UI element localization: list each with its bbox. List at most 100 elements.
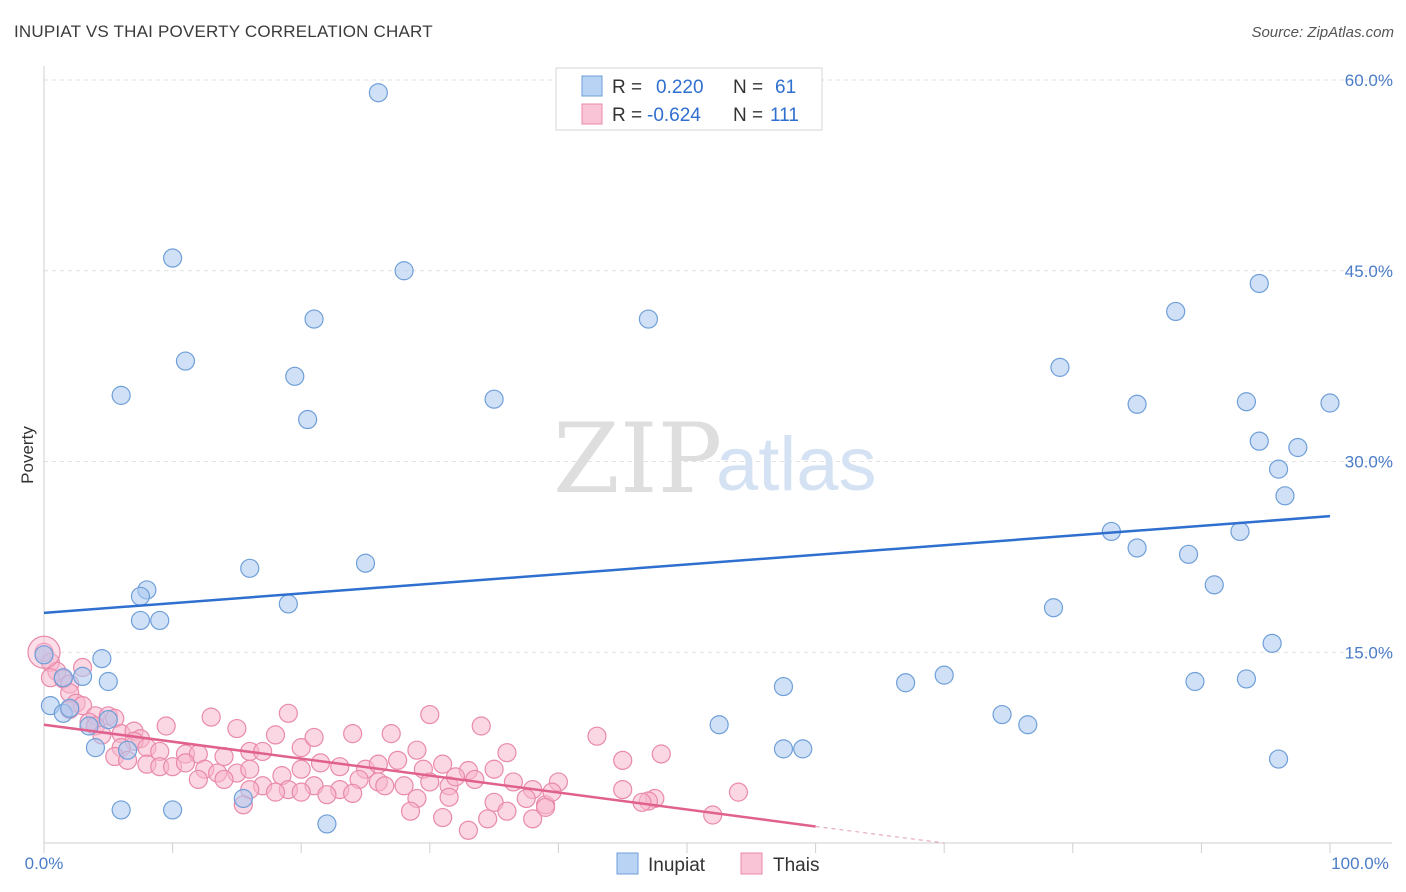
inupiat-point-9 [111,385,131,405]
y-tick-label-1: 30.0% [1345,453,1393,472]
y-tick-label-3: 60.0% [1345,71,1393,90]
inupiat-point-38 [98,671,118,692]
inupiat-point-44 [85,738,106,758]
x-ticks [43,843,1331,853]
thais-point-21 [227,718,247,739]
inupiat-point-47 [896,673,916,693]
legend-swatch-thais [581,103,603,125]
inupiat-point-60 [317,814,337,834]
watermark: ZIP atlas [553,403,877,515]
inupiat-point-15 [1320,393,1340,413]
thais-point-20 [201,707,221,727]
thais-point-77 [465,769,485,790]
inupiat-point-55 [793,739,813,759]
watermark-atlas: atlas [716,422,877,507]
inupiat-point-13 [1127,394,1147,414]
thais-point-24 [471,716,491,736]
inupiat-point-45 [117,740,138,760]
inupiat-point-27 [240,558,260,578]
inupiat-point-46 [773,676,794,697]
thais-point-103 [703,805,723,825]
thais-point-93 [613,779,633,800]
inupiat-point-48 [934,665,954,685]
inupiat-point-31 [278,594,298,614]
thais-point-22 [278,703,298,723]
legend-n-label-thais: N = [733,105,763,126]
thais-point-100 [433,807,453,828]
axes [43,66,1392,844]
x-tick-label-min: 0.0% [25,854,64,873]
source-label: Source: ZipAtlas.com [1251,24,1394,41]
thais-point-82 [265,782,286,802]
thais-trend-line [43,723,816,828]
thais-point-54 [291,759,311,779]
legend-n-value-thais: 111 [770,105,799,126]
inupiat-point-58 [163,800,183,820]
inupiat-point-52 [1018,715,1038,735]
thais-point-106 [535,797,556,817]
y-tick-label-2: 45.0% [1345,262,1393,281]
thais-trend-extension [815,825,945,844]
inupiat-point-42 [98,710,118,730]
thais-point-86 [375,776,395,796]
chart-title: INUPIAT VS THAI POVERTY CORRELATION CHAR… [14,22,433,41]
inupiat-point-24 [1204,575,1224,595]
legend-r-value-inupiat: 0.220 [656,77,704,98]
thais-point-35 [291,738,311,758]
thais-point-40 [497,743,517,763]
inupiat-trend-line [43,514,1331,615]
inupiat-point-5 [1166,301,1186,322]
inupiat-point-6 [1249,273,1269,294]
inupiat-point-18 [1268,459,1289,479]
inupiat-point-37 [72,666,93,687]
thais-point-33 [253,741,273,762]
thais-point-38 [381,724,401,744]
inupiat-point-54 [773,739,794,759]
thais-point-59 [388,750,408,770]
thais-point-41 [587,726,607,746]
thais-point-23 [420,704,440,725]
thais-point-42 [651,744,671,764]
bottom-legend: Inupiat Thais [616,852,819,876]
y-tick-labels: 15.0% 30.0% 45.0% 60.0% [1345,71,1393,662]
inupiat-point-21 [1230,521,1250,542]
legend-n-label-inupiat: N = [733,77,763,98]
thais-point-104 [458,820,478,840]
thais-point-90 [516,788,536,809]
bottom-legend-swatch-inupiat [616,852,639,875]
x-tick-label-max: 100.0% [1331,854,1389,873]
thais-point-73 [394,776,414,796]
inupiat-point-0 [368,83,388,103]
thais-point-19 [156,716,176,736]
inupiat-point-59 [233,788,253,809]
inupiat-point-8 [285,366,305,386]
legend-swatch-inupiat [581,75,603,97]
thais-point-97 [728,782,749,802]
trend-lines [43,514,1331,844]
inupiat-point-3 [304,309,324,329]
inupiat-point-41 [60,698,80,718]
inupiat-point-7 [175,351,196,371]
legend-r-label-thais: R = [612,105,642,126]
inupiat-point-14 [1236,392,1257,412]
bottom-legend-label-inupiat: Inupiat [648,855,706,876]
inupiat-point-30 [130,586,151,606]
legend-n-value-inupiat: 61 [775,77,796,98]
watermark-zip: ZIP [553,403,722,515]
inupiat-point-11 [298,409,318,430]
thais-point-88 [439,787,459,807]
thais-point-34 [265,725,286,745]
inupiat-point-53 [709,715,729,735]
legend-r-value-thais: -0.624 [647,105,701,126]
inupiat-point-35 [92,649,112,669]
inupiat-point-22 [1127,538,1147,558]
thais-point-63 [484,759,504,779]
thais-point-52 [240,759,260,779]
thais-point-74 [420,772,440,792]
thais-point-99 [400,801,421,821]
thais-point-36 [304,727,324,748]
inupiat-point-1 [163,248,183,268]
inupiat-point-4 [638,309,659,329]
thais-point-85 [343,783,363,804]
inupiat-point-36 [53,668,73,688]
